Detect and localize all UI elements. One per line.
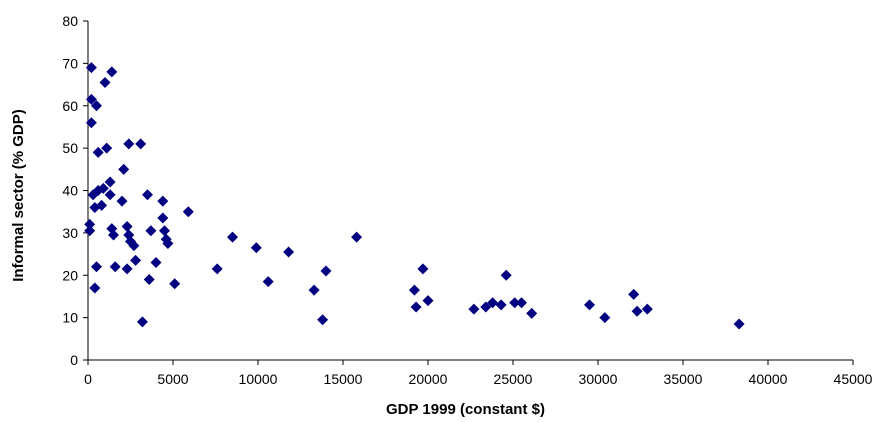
data-point (85, 93, 97, 105)
data-point (123, 138, 135, 150)
data-point (121, 263, 133, 275)
y-tick-label: 20 (62, 267, 78, 283)
x-tick-label: 25000 (494, 371, 533, 387)
data-point (182, 206, 194, 218)
data-point (116, 195, 128, 207)
data-point (308, 284, 320, 296)
data-point (516, 297, 527, 309)
data-point (84, 225, 96, 237)
y-tick-label: 40 (62, 183, 78, 199)
data-point (211, 263, 223, 275)
y-axis-ticks: 0 10 20 30 40 50 60 70 80 (62, 13, 88, 368)
data-point (97, 182, 109, 194)
data-point (142, 189, 153, 201)
data-point (106, 66, 118, 78)
x-axis-ticks: 0 5000 10000 15000 20000 25000 30000 35000 40000… (84, 360, 873, 387)
data-point (135, 138, 147, 150)
data-point (157, 195, 169, 207)
data-point (641, 303, 653, 315)
x-axis-title: GDP 1999 (constant $) (386, 401, 545, 418)
data-point (84, 218, 96, 230)
data-point (283, 246, 295, 258)
y-tick-label: 70 (62, 55, 78, 71)
data-point (145, 225, 157, 237)
x-tick-label: 10000 (239, 371, 278, 387)
data-point (733, 318, 745, 330)
data-point (96, 199, 108, 211)
data-point (408, 284, 420, 296)
x-tick-label: 20000 (409, 371, 448, 387)
data-point (169, 278, 181, 290)
y-tick-label: 30 (62, 225, 78, 241)
data-point (150, 257, 162, 269)
data-point (351, 231, 363, 243)
x-tick-label: 5000 (157, 371, 188, 387)
data-point (631, 305, 643, 317)
data-point (162, 237, 174, 249)
data-point (509, 297, 521, 309)
data-point (417, 263, 429, 275)
data-point (480, 301, 492, 313)
y-tick-label: 10 (62, 310, 78, 326)
data-point (320, 265, 332, 277)
y-tick-label: 50 (62, 140, 78, 156)
x-tick-label: 35000 (664, 371, 703, 387)
data-point (121, 221, 133, 233)
y-tick-label: 60 (62, 98, 78, 114)
data-point (130, 254, 142, 266)
data-point (468, 303, 480, 315)
data-point (87, 189, 99, 201)
data-point (143, 273, 155, 285)
x-tick-label: 0 (84, 371, 92, 387)
x-tick-label: 15000 (324, 371, 363, 387)
data-point (118, 163, 130, 175)
data-point (104, 189, 116, 201)
y-tick-label: 0 (70, 352, 78, 368)
data-point (85, 117, 97, 129)
data-point (99, 76, 111, 88)
data-point (599, 312, 611, 324)
data-point (317, 314, 329, 326)
data-point (159, 225, 170, 237)
data-point (108, 229, 119, 241)
data-point (410, 301, 422, 313)
data-point (104, 176, 116, 188)
data-point (136, 316, 148, 328)
x-tick-label: 40000 (749, 371, 788, 387)
x-tick-label: 45000 (834, 371, 873, 387)
data-point (101, 142, 113, 154)
data-point (500, 269, 512, 281)
data-point (250, 242, 262, 254)
data-point (526, 307, 538, 319)
x-tick-label: 30000 (579, 371, 618, 387)
data-points (84, 62, 745, 330)
data-point (91, 261, 102, 273)
data-point (109, 261, 121, 273)
data-point (85, 62, 97, 74)
data-point (487, 297, 499, 309)
data-point (584, 299, 595, 311)
data-point (91, 100, 102, 112)
data-point (628, 288, 640, 300)
data-point (128, 240, 140, 252)
data-point (92, 146, 104, 158)
data-point (422, 295, 434, 307)
y-tick-label: 80 (62, 13, 78, 29)
data-point (262, 276, 274, 288)
data-point (157, 212, 169, 224)
y-axis-title: Informal sector (% GDP) (10, 109, 27, 282)
data-point (89, 282, 101, 294)
data-point (227, 231, 238, 243)
data-point (495, 299, 507, 311)
